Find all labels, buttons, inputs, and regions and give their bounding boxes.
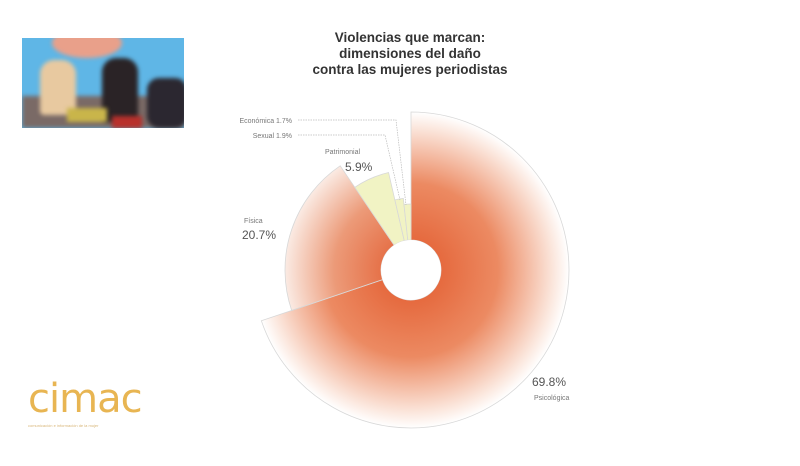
label-sexual: Sexual 1.9% — [253, 133, 292, 140]
cimac-logo: cimac comunicación e información de la m… — [28, 376, 143, 429]
logo-text: cimac — [28, 376, 143, 422]
label-economica: Económica 1.7% — [239, 118, 292, 125]
value-label-fisica: 20.7% — [242, 228, 276, 242]
leader-line-sexual — [298, 134, 401, 201]
video-feed-inset — [22, 38, 184, 128]
chart-title: Violencias que marcan: dimensiones del d… — [280, 30, 540, 78]
title-line: dimensiones del daño — [339, 46, 481, 61]
title-line: contra las mujeres periodistas — [312, 62, 508, 77]
center-hole — [381, 240, 441, 300]
title-line: Violencias que marcan: — [334, 30, 486, 45]
category-label-patrimonial: Patrimonial — [325, 149, 360, 156]
category-label-fisica: Física — [244, 218, 263, 225]
value-label-psicologica: 69.8% — [532, 375, 566, 389]
logo-tagline: comunicación e información de la mujer — [28, 423, 99, 428]
slice-psicológica — [260, 111, 570, 429]
category-label-psicologica: Psicológica — [534, 395, 570, 402]
leader-line-economica — [298, 119, 407, 206]
value-label-patrimonial: 5.9% — [345, 160, 373, 174]
